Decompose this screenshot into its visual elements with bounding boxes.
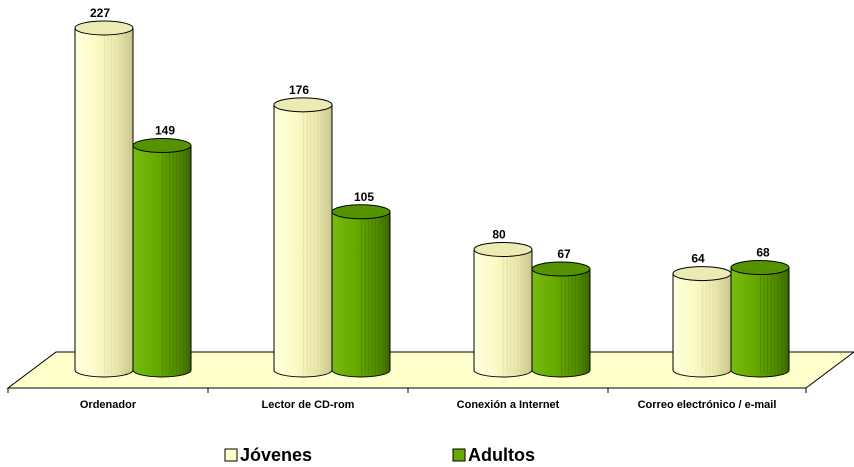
x-tick-label: Ordenador [80, 399, 137, 411]
bar-adultos [132, 138, 192, 378]
legend-item-jovenes: Jóvenes [224, 445, 312, 465]
data-label-adultos: 149 [155, 124, 175, 138]
data-label-adultos: 68 [756, 246, 770, 260]
data-label-jovenes: 64 [691, 252, 705, 266]
legend-label-adultos: Adultos [468, 445, 535, 465]
legend-swatch-jovenes [224, 448, 238, 462]
data-label-jovenes: 227 [90, 6, 110, 20]
data-label-jovenes: 80 [492, 227, 506, 241]
bar-adultos [730, 260, 790, 378]
x-axis [7, 387, 807, 393]
legend: Jóvenes Adultos [224, 445, 535, 465]
data-label-adultos: 67 [557, 247, 571, 261]
bar-jovenes [672, 266, 732, 378]
legend-swatch-adultos [452, 448, 466, 462]
bars: 227 149 176 105 80 67 64 68 [74, 6, 790, 378]
bar-adultos [531, 261, 591, 378]
data-label-jovenes: 176 [289, 83, 309, 97]
x-tick-label: Correo electrónico / e-mail [638, 399, 777, 411]
x-tick-label: Conexión a Internet [457, 399, 560, 411]
data-label-adultos: 105 [354, 190, 374, 204]
bar-adultos [331, 204, 391, 378]
bar-jovenes [473, 241, 533, 378]
x-tick-label: Lector de CD-rom [262, 399, 355, 411]
legend-label-jovenes: Jóvenes [240, 445, 312, 465]
bar-jovenes [273, 97, 333, 378]
x-axis-labels: Ordenador Lector de CD-rom Conexión a In… [80, 399, 777, 411]
legend-item-adultos: Adultos [452, 445, 535, 465]
bar-jovenes [74, 20, 134, 378]
